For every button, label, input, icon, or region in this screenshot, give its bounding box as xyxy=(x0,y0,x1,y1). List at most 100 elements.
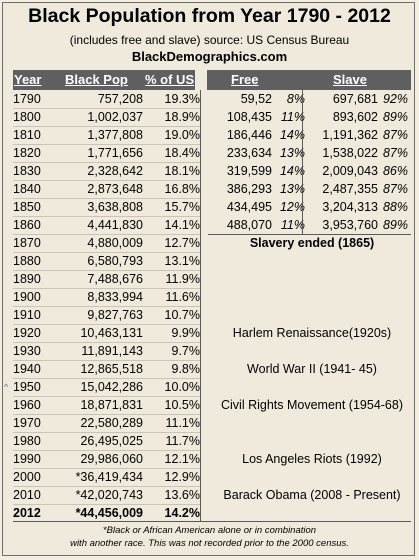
percent-cell: 18.1% xyxy=(164,164,200,178)
slave-percent-cell: 87% xyxy=(382,128,408,142)
row-separator xyxy=(13,360,200,361)
footnote-line-2: with another race. This was not recorded… xyxy=(70,538,349,549)
table-row: 1980 26,495,025 11.7% xyxy=(13,432,411,450)
table-row: 1900 8,833,994 11.6% xyxy=(13,288,411,306)
population-cell: *42,020,743 xyxy=(75,488,143,502)
free-percent-cell: 14% xyxy=(279,128,305,142)
slave-count-cell: 2,009,043 xyxy=(322,164,378,178)
slave-percent-cell: 86% xyxy=(382,164,408,178)
table-row: 1890 7,488,676 11.9% xyxy=(13,270,411,288)
table-row: 1800 1,002,037 18.9% 108,435 11% 893,602 89% xyxy=(13,108,411,126)
year-cell: 1920 xyxy=(13,326,41,340)
slave-count-cell: 3,953,760 xyxy=(322,218,378,232)
table-row: 1880 6,580,793 13.1% xyxy=(13,252,411,270)
population-cell: 22,580,289 xyxy=(80,416,143,430)
footnote: *Black or African American alone or in c… xyxy=(3,524,416,550)
year-cell: 1870 xyxy=(13,236,41,250)
row-separator xyxy=(13,504,200,505)
row-separator xyxy=(13,324,200,325)
percent-cell: 18.9% xyxy=(164,110,200,124)
year-cell: 1850 xyxy=(13,200,41,214)
population-cell: 3,638,808 xyxy=(87,200,143,214)
percent-cell: 14.1% xyxy=(164,218,200,232)
year-cell: 1960 xyxy=(13,398,41,412)
year-cell: 1840 xyxy=(13,182,41,196)
header-free: Free xyxy=(231,72,259,87)
population-cell: 12,865,518 xyxy=(80,362,143,376)
table-row: 2010 *42,020,743 13.6% Barack Obama (2008 -… xyxy=(13,486,411,504)
percent-cell: 12.9% xyxy=(164,470,200,484)
percent-cell: 19.3% xyxy=(164,92,200,106)
free-slave-divider xyxy=(302,90,303,234)
row-separator xyxy=(13,234,200,235)
row-separator xyxy=(13,450,200,451)
percent-cell: 9.7% xyxy=(171,344,201,358)
row-separator xyxy=(13,378,200,379)
slave-percent-cell: 89% xyxy=(382,218,408,232)
slave-percent-cell: 87% xyxy=(382,182,408,196)
population-cell: 15,042,286 xyxy=(80,380,143,394)
slave-count-cell: 697,681 xyxy=(332,92,378,106)
table-row: 1820 1,771,656 18.4% 233,634 13% 1,538,022 87% xyxy=(13,144,411,162)
year-cell: 1930 xyxy=(13,344,41,358)
row-separator xyxy=(13,414,200,415)
row-separator xyxy=(13,468,200,469)
table-row: 1950 15,042,286 10.0% xyxy=(13,378,411,396)
row-separator xyxy=(13,270,200,271)
year-cell: 1790 xyxy=(13,92,41,106)
row-separator xyxy=(13,288,200,289)
slave-percent-cell: 89% xyxy=(382,110,408,124)
free-percent-cell: 8% xyxy=(286,92,305,106)
percent-cell: 11.9% xyxy=(165,272,200,286)
percent-cell: 11.7% xyxy=(165,434,200,448)
population-cell: 2,873,648 xyxy=(87,182,143,196)
table-row: 1910 9,827,763 10.7% xyxy=(13,306,411,324)
table-row: 1860 4,441,830 14.1% 488,070 11% 3,953,760 89% xyxy=(13,216,411,234)
population-cell: 2,328,642 xyxy=(87,164,143,178)
table-bottom-line xyxy=(13,521,411,522)
population-cell: 8,833,994 xyxy=(87,290,143,304)
population-cell: 1,002,037 xyxy=(87,110,143,124)
table-row: 1960 18,871,831 10.5% Civil Rights Movement… xyxy=(13,396,411,414)
row-separator xyxy=(13,162,200,163)
percent-cell: 19.0% xyxy=(164,128,200,142)
percent-cell: 18.4% xyxy=(164,146,200,160)
percent-cell: 10.5% xyxy=(164,398,200,412)
free-count-cell: 488,070 xyxy=(226,218,272,232)
slave-percent-cell: 88% xyxy=(382,200,408,214)
percent-cell: 12.7% xyxy=(164,236,200,250)
free-count-cell: 186,446 xyxy=(226,128,272,142)
row-separator xyxy=(13,108,200,109)
event-note: Barack Obama (2008 - Present) xyxy=(223,488,401,502)
percent-cell: 16.8% xyxy=(164,182,200,196)
table-row: 1930 11,891,143 9.7% xyxy=(13,342,411,360)
population-cell: 1,771,656 xyxy=(87,146,143,160)
header-slave: Slave xyxy=(333,72,367,87)
year-cell: 1990 xyxy=(13,452,41,466)
row-separator xyxy=(13,252,200,253)
table-row: 1830 2,328,642 18.1% 319,599 14% 2,009,043 86% xyxy=(13,162,411,180)
free-count-cell: 434,495 xyxy=(226,200,272,214)
row-separator xyxy=(13,180,200,181)
event-note: Los Angeles Riots (1992) xyxy=(242,452,382,466)
percent-cell: 13.1% xyxy=(164,254,200,268)
event-note: World War II (1941- 45) xyxy=(247,362,377,376)
row-separator xyxy=(13,342,200,343)
header-bar-left: Year Black Pop % of US xyxy=(13,70,195,90)
table-row: 1840 2,873,648 16.8% 386,293 13% 2,487,355 87% xyxy=(13,180,411,198)
free-count-cell: 59,52 xyxy=(240,92,272,106)
free-percent-cell: 13% xyxy=(279,146,305,160)
row-separator xyxy=(13,126,200,127)
population-cell: 757,208 xyxy=(97,92,143,106)
row-separator xyxy=(13,486,200,487)
site-name: BlackDemographics.com xyxy=(131,49,288,64)
year-cell: 1860 xyxy=(13,218,41,232)
free-count-cell: 108,435 xyxy=(226,110,272,124)
population-cell: *44,456,009 xyxy=(75,506,143,520)
row-separator xyxy=(13,216,200,217)
year-cell: 1830 xyxy=(13,164,41,178)
population-cell: 29,986,060 xyxy=(80,452,143,466)
event-note: Slavery ended (1865) xyxy=(249,236,375,250)
page-title: Black Population from Year 1790 - 2012 xyxy=(28,5,391,27)
population-cell: 18,871,831 xyxy=(80,398,143,412)
